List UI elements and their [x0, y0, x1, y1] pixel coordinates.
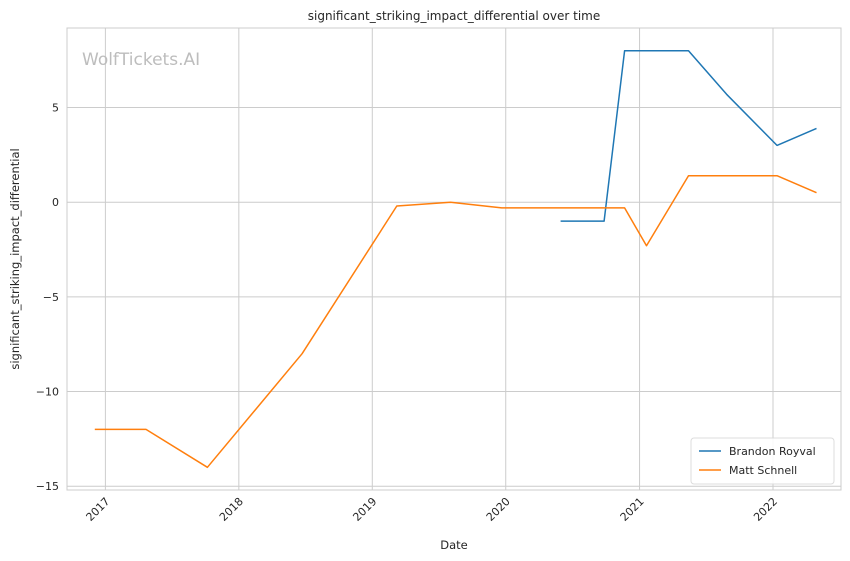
y-tick-labels: 5 0 −5 −10 −15	[36, 102, 59, 494]
plot-area	[66, 27, 842, 491]
grid	[67, 28, 841, 490]
y-tick-label: −15	[36, 480, 59, 493]
x-tick-label: 2021	[618, 495, 647, 524]
legend-label: Brandon Royval	[729, 445, 816, 458]
y-tick-label: 0	[52, 196, 59, 209]
x-tick-label: 2019	[350, 495, 379, 524]
x-tick-label: 2022	[751, 495, 780, 524]
x-tick-label: 2017	[84, 495, 113, 524]
x-axis-label: Date	[440, 538, 468, 552]
x-tick-label: 2020	[484, 495, 513, 524]
series-line-brandon-royval	[560, 49, 817, 222]
x-tick-label: 2018	[217, 495, 246, 524]
x-tick-labels: 2017 2018 2019 2020 2021 2022	[84, 495, 781, 524]
y-tick-label: 5	[52, 102, 59, 115]
legend-box	[690, 437, 835, 485]
chart-title: significant_striking_impact_differential…	[308, 9, 600, 23]
y-tick-label: −5	[43, 291, 59, 304]
series-line-matt-schnell	[94, 174, 817, 469]
legend-label: Matt Schnell	[729, 464, 797, 477]
series-group	[94, 49, 817, 469]
watermark: WolfTickets.AI	[82, 50, 200, 70]
y-axis-label: significant_striking_impact_differential	[8, 148, 22, 369]
y-tick-label: −10	[36, 386, 59, 399]
legend: Brandon Royval Matt Schnell	[690, 437, 835, 485]
